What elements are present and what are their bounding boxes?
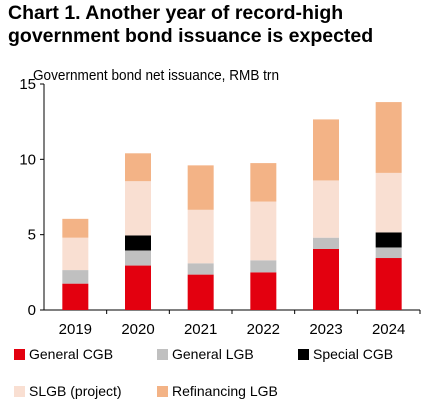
y-tick-label: 0 [28, 302, 36, 319]
legend-label: General CGB [29, 346, 114, 362]
legend-swatch [157, 348, 168, 360]
bar-segment [375, 172, 402, 233]
x-tick-label: 2019 [59, 321, 92, 338]
bar-segment [62, 218, 89, 238]
bar-segment [375, 258, 402, 310]
x-tick-label: 2020 [121, 321, 154, 338]
x-tick-label: 2023 [309, 321, 342, 338]
legend-label: Special CGB [313, 346, 394, 362]
bar-segment [313, 180, 339, 238]
bar-segment [313, 119, 339, 181]
legend-item: General CGB [14, 346, 113, 362]
bar-segment [250, 163, 277, 202]
stacked-bar-chart: Government bond net issuance, RMB trn 0 5 1… [19, 68, 421, 338]
bar-segment [125, 181, 151, 236]
legend-swatch [14, 385, 25, 397]
bar-segment [250, 260, 277, 273]
bar-segment [62, 283, 89, 310]
legend-swatch [298, 348, 309, 360]
bar-segment [125, 235, 151, 251]
bar-segment [187, 274, 214, 310]
bar-segment [375, 247, 402, 259]
legend-label: General LGB [172, 346, 254, 362]
chart-title: Chart 1. Another year of record-high gov… [8, 2, 420, 48]
legend-swatch [14, 348, 25, 360]
y-axis-label: Government bond net issuance, RMB trn [33, 68, 279, 84]
legend-label: SLGB (project) [29, 383, 122, 399]
x-tick-label: 2022 [247, 321, 280, 338]
bar-segment [62, 270, 89, 284]
legend-label: Refinancing LGB [172, 383, 278, 399]
y-tick-label: 15 [19, 76, 36, 93]
chart-title-line-2: government bond issuance is expected [8, 25, 374, 47]
bar-segment [62, 237, 89, 271]
bar-segment [313, 237, 339, 249]
bar-segment [125, 250, 151, 266]
y-tick-label: 5 [28, 227, 36, 244]
chart-title-line-1: Chart 1. Another year of record-high [8, 2, 344, 24]
bar-segment [125, 153, 151, 182]
bar-segment [375, 102, 402, 173]
bar-segment [250, 201, 277, 261]
legend-swatch [157, 385, 168, 397]
x-tick-label: 2024 [372, 321, 405, 338]
bar-segment [187, 209, 214, 264]
bar-segment [125, 265, 151, 310]
legend-item: Special CGB [298, 346, 393, 362]
bar-segment [313, 248, 339, 310]
y-tick-label: 10 [19, 151, 36, 168]
legend-item: SLGB (project) [14, 383, 122, 399]
bar-segment [187, 165, 214, 210]
bar-segment [187, 263, 214, 275]
legend-item: General LGB [157, 346, 254, 362]
legend-item: Refinancing LGB [157, 383, 278, 399]
x-tick-label: 2021 [184, 321, 217, 338]
bar-segment [250, 272, 277, 310]
bar-segment [375, 232, 402, 248]
